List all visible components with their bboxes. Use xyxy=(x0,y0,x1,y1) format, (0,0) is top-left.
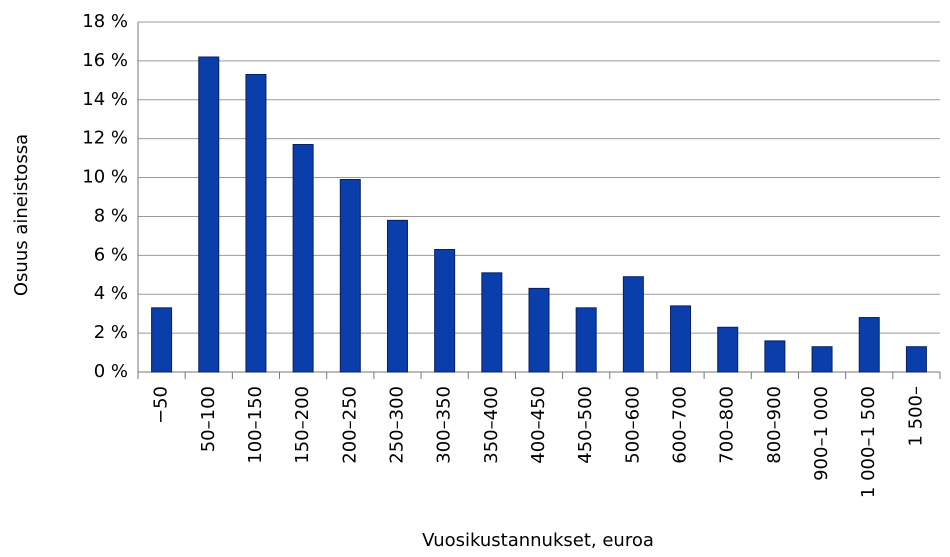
y-tick-label: 10 % xyxy=(82,167,128,188)
y-tick-label: 14 % xyxy=(82,89,128,110)
bar xyxy=(905,346,927,373)
bar xyxy=(717,326,739,373)
x-tick-label: 350–400 xyxy=(481,386,502,464)
x-axis-label: Vuosikustannukset, euroa xyxy=(422,530,654,551)
y-tick-label: 0 % xyxy=(94,361,128,382)
bar xyxy=(292,144,314,373)
x-tick-label: 700–800 xyxy=(717,386,738,464)
y-tick-label: 16 % xyxy=(82,50,128,71)
bar xyxy=(198,56,220,373)
bar xyxy=(245,74,267,373)
x-tick-label: 50–100 xyxy=(198,386,219,452)
x-tick-label: 1 500– xyxy=(905,386,926,447)
bar xyxy=(434,249,456,373)
bar xyxy=(858,317,880,373)
bar xyxy=(811,346,833,373)
x-tick-label: 200–250 xyxy=(339,386,360,464)
x-tick-label: 300–350 xyxy=(434,386,455,464)
bar xyxy=(670,305,692,373)
y-tick-label: 2 % xyxy=(94,322,128,343)
x-tick-label: −50 xyxy=(151,386,172,424)
x-tick-label: 800–900 xyxy=(764,386,785,464)
bar xyxy=(528,287,550,373)
x-tick-label: 450–500 xyxy=(575,386,596,464)
x-tick-label: 500–600 xyxy=(622,386,643,464)
y-tick-label: 18 % xyxy=(82,11,128,32)
x-tick-label: 150–200 xyxy=(292,386,313,464)
y-tick-label: 4 % xyxy=(94,283,128,304)
x-tick-label: 400–450 xyxy=(528,386,549,464)
x-tick-label: 1 000–1 500 xyxy=(858,386,879,498)
y-tick-label: 12 % xyxy=(82,128,128,149)
bar xyxy=(764,340,786,373)
bar xyxy=(481,272,503,373)
x-tick-label: 900–1 000 xyxy=(811,386,832,481)
y-tick-label: 8 % xyxy=(94,205,128,226)
bar xyxy=(575,307,597,373)
bar xyxy=(339,179,361,373)
x-tick-label: 600–700 xyxy=(670,386,691,464)
y-axis-label: Osuus aineistossa xyxy=(11,134,32,296)
bar xyxy=(386,219,408,373)
bar xyxy=(622,276,644,373)
x-tick-label: 250–300 xyxy=(386,386,407,464)
x-tick-label: 100–150 xyxy=(245,386,266,464)
y-tick-label: 6 % xyxy=(94,244,128,265)
bar xyxy=(151,307,173,373)
